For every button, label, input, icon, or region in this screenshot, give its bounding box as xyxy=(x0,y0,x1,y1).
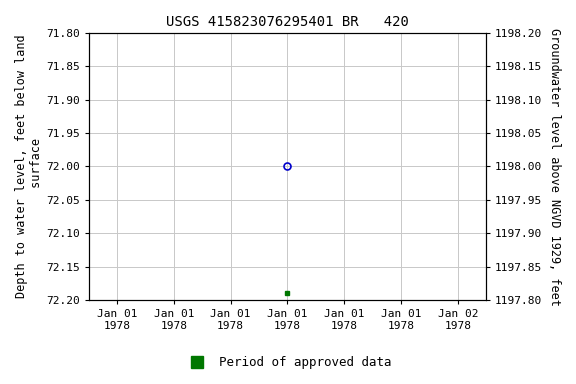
Legend: Period of approved data: Period of approved data xyxy=(179,351,397,374)
Y-axis label: Depth to water level, feet below land
 surface: Depth to water level, feet below land su… xyxy=(15,35,43,298)
Title: USGS 415823076295401 BR   420: USGS 415823076295401 BR 420 xyxy=(166,15,409,29)
Y-axis label: Groundwater level above NGVD 1929, feet: Groundwater level above NGVD 1929, feet xyxy=(548,28,561,305)
